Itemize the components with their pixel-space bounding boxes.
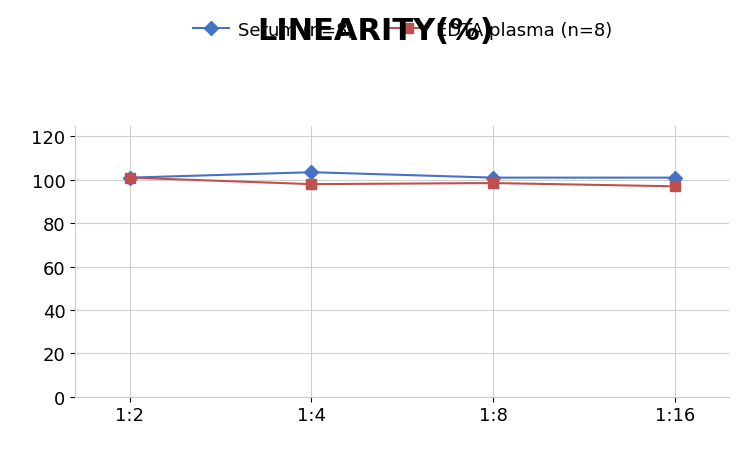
Serum (n=8) xyxy=(307,170,316,175)
EDTA plasma (n=8) xyxy=(671,184,680,189)
EDTA plasma (n=8) xyxy=(307,182,316,188)
EDTA plasma (n=8) xyxy=(125,175,134,181)
Legend: Serum (n=8), EDTA plasma (n=8): Serum (n=8), EDTA plasma (n=8) xyxy=(193,22,612,40)
Text: LINEARITY(%): LINEARITY(%) xyxy=(258,17,494,46)
Line: Serum (n=8): Serum (n=8) xyxy=(125,168,680,183)
EDTA plasma (n=8) xyxy=(489,181,498,186)
Serum (n=8) xyxy=(489,175,498,181)
Line: EDTA plasma (n=8): EDTA plasma (n=8) xyxy=(125,173,680,192)
Serum (n=8) xyxy=(671,175,680,181)
Serum (n=8) xyxy=(125,175,134,181)
